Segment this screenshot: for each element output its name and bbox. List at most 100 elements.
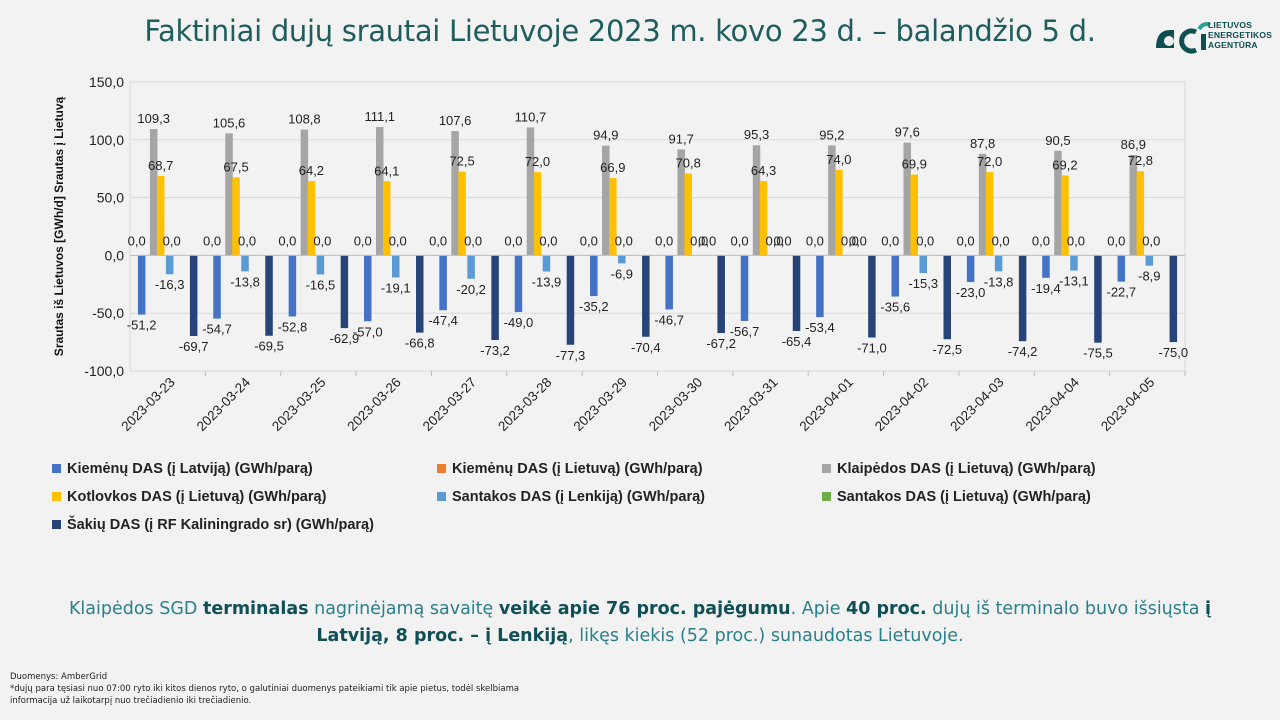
data-label: 0,0 — [992, 233, 1010, 248]
data-label: 0,0 — [238, 233, 256, 248]
data-label: 0,0 — [1067, 233, 1085, 248]
summary-part-1: Klaipėdos SGD — [68, 599, 203, 619]
data-label: -75,0 — [1159, 345, 1189, 360]
data-label: 70,8 — [676, 156, 701, 171]
data-label: 0,0 — [580, 233, 598, 248]
bar — [792, 255, 801, 332]
logo-line-1: LIETUVOS — [1208, 20, 1253, 30]
data-label: -13,9 — [532, 274, 562, 289]
data-label: 72,0 — [525, 154, 550, 169]
legend-swatch — [822, 492, 831, 501]
data-label: -72,5 — [932, 342, 962, 357]
summary-bold-1: terminalas — [202, 599, 309, 619]
bar — [316, 255, 325, 275]
bar — [828, 145, 836, 256]
data-label: 0,0 — [464, 233, 482, 248]
data-label: -69,7 — [179, 339, 209, 354]
legend-item: Kiemėnų DAS (į Latviją) (GWh/parą) — [52, 461, 313, 477]
bar — [1094, 255, 1102, 343]
bar — [383, 181, 391, 256]
data-label: -51,2 — [127, 318, 157, 333]
bar — [891, 255, 899, 297]
data-label: -54,7 — [202, 322, 232, 337]
legend-label: Klaipėdos DAS (į Lietuvą) (GWh/parą) — [837, 461, 1096, 477]
legend-item: Šakių DAS (į RF Kaliningrado sr) (GWh/pa… — [52, 517, 374, 533]
data-label: 105,6 — [213, 115, 246, 130]
data-label: 0,0 — [203, 233, 221, 248]
bar — [717, 255, 725, 334]
data-label: 0,0 — [389, 233, 407, 248]
bar — [340, 255, 349, 329]
bar — [307, 181, 316, 256]
logo-text: LIETUVOS ENERGETIKOS AGENTŪRA — [1208, 20, 1278, 50]
data-label: 97,6 — [895, 125, 920, 140]
footnote-note-1: *dujų para tęsiasi nuo 07:00 ryto iki ki… — [10, 684, 520, 694]
bar — [642, 255, 650, 337]
bar — [467, 255, 475, 279]
data-label: 86,9 — [1121, 137, 1146, 152]
data-label: 110,7 — [515, 109, 547, 124]
bar — [439, 255, 447, 311]
gas-flow-bar-chart: -100,0 -50,0 0,0 50,0 100,0 150,0 Srautas iš L… — [52, 74, 1189, 434]
y-tick-label: 100,0 — [89, 132, 124, 148]
data-label: 0,0 — [1032, 233, 1050, 248]
bar — [156, 175, 165, 256]
bar — [910, 174, 918, 256]
dci-logo-icon — [1156, 22, 1211, 54]
bar — [526, 127, 535, 256]
bar — [677, 149, 685, 256]
bar — [165, 255, 174, 275]
data-label: 69,2 — [1052, 157, 1077, 172]
data-label: 0,0 — [429, 233, 447, 248]
y-axis-title: Srautas iš Lietuvos [GWh/d] Srautas į Li… — [52, 96, 66, 356]
bar — [1054, 150, 1062, 256]
data-label: -13,8 — [984, 274, 1014, 289]
bar — [1136, 171, 1145, 256]
bar — [618, 255, 626, 264]
data-label: -20,2 — [456, 282, 486, 297]
footnote: Duomenys: AmberGrid *dujų para tęsiasi n… — [10, 671, 650, 707]
y-tick-label: -100,0 — [84, 363, 124, 379]
data-label: 95,2 — [819, 127, 844, 142]
logo-line-2: ENERGETIKOS — [1208, 30, 1273, 40]
data-label: -66,8 — [405, 336, 435, 351]
data-label: 0,0 — [849, 233, 867, 248]
bar — [392, 255, 400, 278]
bar — [1061, 175, 1069, 256]
legend-label: Kotlovkos DAS (į Lietuvą) (GWh/parą) — [67, 489, 327, 505]
data-label: 0,0 — [773, 233, 791, 248]
legend-swatch — [52, 492, 61, 501]
data-label: 0,0 — [128, 233, 146, 248]
y-tick-label: 150,0 — [89, 74, 124, 90]
bar — [919, 255, 927, 274]
data-label: 107,6 — [439, 113, 472, 128]
x-tick-label: 2023-03-25 — [269, 375, 328, 434]
data-label: -13,8 — [230, 274, 260, 289]
summary-text: Klaipėdos SGD terminalas nagrinėjamą sav… — [60, 596, 1220, 650]
legend-item: Santakos DAS (į Lenkiją) (GWh/parą) — [437, 489, 705, 505]
x-tick-label: 2023-03-27 — [420, 375, 479, 434]
legend-label: Kiemėnų DAS (į Lietuvą) (GWh/parą) — [452, 461, 703, 477]
bar — [684, 173, 692, 256]
summary-bold-3: 40 proc. — [846, 599, 927, 619]
data-label: 108,8 — [288, 112, 321, 127]
data-label: -35,2 — [579, 299, 609, 314]
data-label: -46,7 — [654, 312, 684, 327]
bar — [740, 255, 749, 321]
data-label: -77,3 — [556, 348, 586, 363]
data-label: 0,0 — [698, 233, 716, 248]
data-label: -13,1 — [1059, 274, 1089, 289]
data-label: 0,0 — [881, 233, 899, 248]
data-label: -52,8 — [278, 319, 308, 334]
data-label: -57,0 — [353, 324, 383, 339]
data-label: 0,0 — [690, 233, 708, 248]
bar — [1042, 255, 1050, 278]
data-label: -47,4 — [428, 313, 458, 328]
data-label: 95,3 — [744, 127, 769, 142]
data-label: 64,3 — [751, 163, 776, 178]
summary-bold-4: į Latviją, 8 proc. – į Lenkiją — [316, 599, 1212, 646]
bar — [868, 255, 876, 338]
bar — [566, 255, 575, 345]
bar — [665, 255, 673, 310]
data-label: 111,1 — [364, 109, 395, 124]
